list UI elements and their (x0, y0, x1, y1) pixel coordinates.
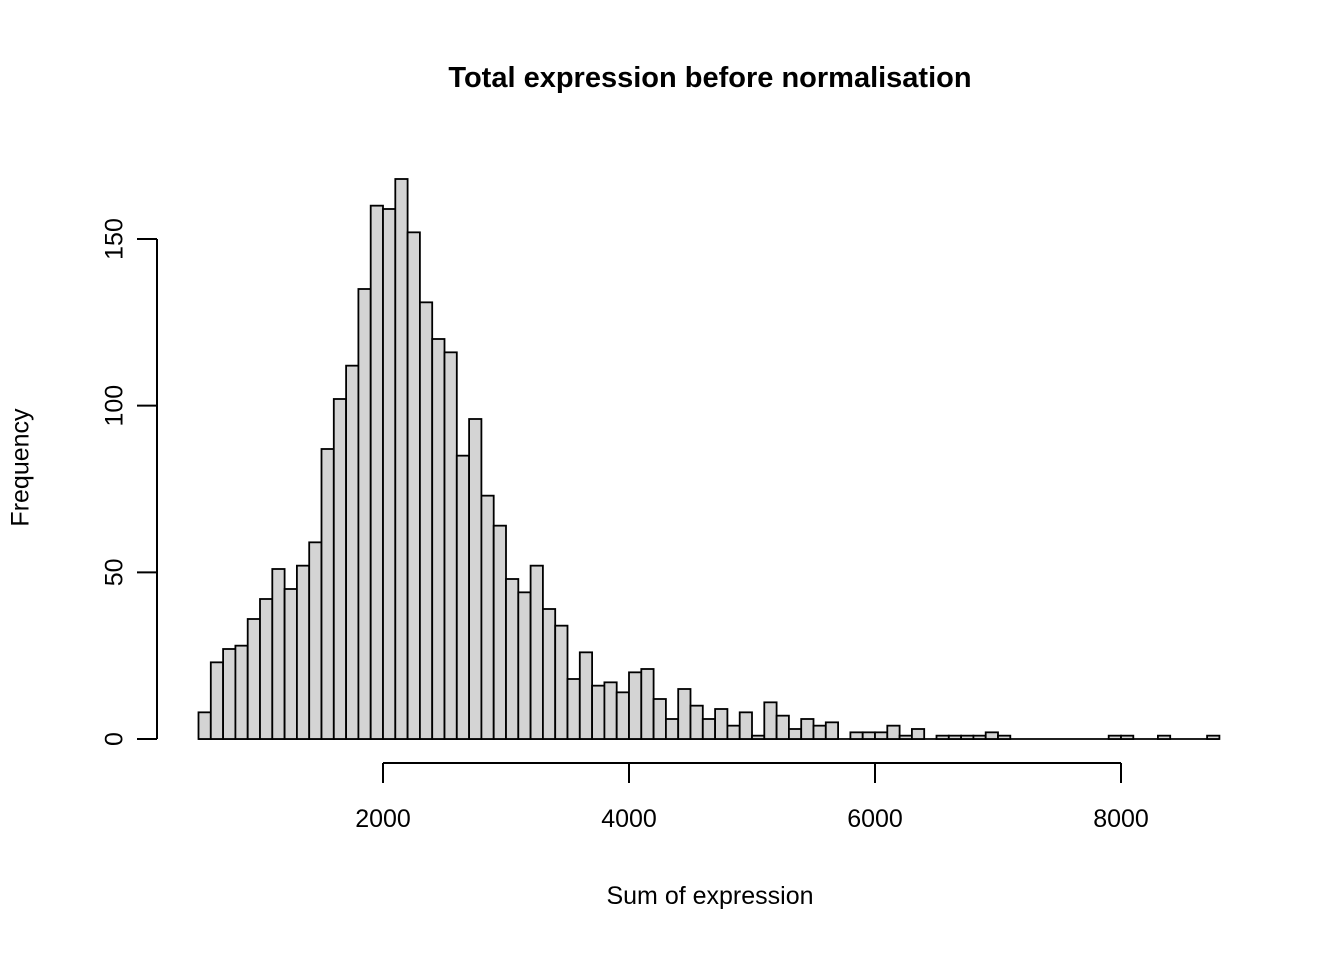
histogram-bar (394, 178, 409, 740)
histogram-bar (911, 728, 926, 740)
histogram-bar (935, 734, 950, 740)
histogram-bar (665, 718, 680, 740)
histogram-bar (222, 648, 237, 740)
histogram-bar (788, 728, 803, 740)
histogram-bar (861, 731, 876, 740)
histogram-bar (689, 704, 704, 740)
chart-title: Total expression before normalisation (448, 62, 972, 94)
histogram-bar (849, 731, 864, 740)
histogram-bar (615, 691, 630, 740)
y-axis-label: Frequency (6, 408, 35, 527)
histogram-bar (591, 684, 606, 740)
histogram-bar (517, 591, 532, 740)
x-axis-label: Sum of expression (606, 882, 814, 910)
histogram-bar (295, 564, 311, 740)
histogram-bar (1206, 734, 1221, 740)
histogram-bar (308, 541, 323, 740)
histogram-bar (197, 711, 212, 740)
histogram-bar (812, 724, 827, 740)
histogram-bar (345, 364, 360, 740)
x-tick-label: 8000 (1093, 805, 1149, 833)
histogram-bar (824, 721, 839, 740)
histogram-bar (566, 678, 581, 740)
histogram-bar (259, 598, 274, 740)
histogram-bar (320, 448, 335, 740)
histogram-bar (357, 288, 372, 740)
histogram-bar (234, 644, 249, 740)
histogram-bar (542, 608, 557, 740)
histogram-bar (886, 724, 901, 740)
histogram-bar (874, 731, 889, 740)
histogram-bar (283, 588, 298, 740)
histogram-bar (492, 524, 507, 740)
histogram-bar (480, 494, 495, 740)
histogram-bar (763, 701, 778, 740)
histogram-bar (984, 731, 999, 740)
histogram-bar (898, 734, 913, 740)
histogram-bar (775, 714, 790, 740)
histogram-bar (1107, 734, 1122, 740)
y-tick-label: 50 (101, 558, 129, 586)
histogram-bar (947, 734, 962, 740)
y-tick-label: 150 (101, 218, 129, 260)
histogram-bar (677, 688, 692, 740)
histogram-bar (369, 204, 384, 740)
histogram-bar (468, 418, 483, 740)
histogram-bar (209, 661, 225, 740)
histogram-bar (406, 231, 421, 740)
histogram-bar (800, 718, 815, 740)
histogram-bar (443, 351, 458, 740)
histogram-bar (603, 681, 618, 740)
histogram-bar (628, 671, 643, 740)
histogram-bar (1120, 734, 1135, 740)
histogram-bar (652, 698, 667, 740)
histogram-bar (701, 718, 716, 740)
y-tick-label: 100 (101, 385, 129, 427)
x-tick-label: 2000 (355, 805, 411, 833)
histogram-bar (1157, 734, 1172, 740)
histogram-bar (271, 568, 286, 740)
histogram-bar (960, 734, 975, 740)
histogram-bar (529, 564, 544, 740)
histogram-bar (455, 454, 470, 740)
histogram-bar (554, 624, 569, 740)
histogram-bar (972, 734, 987, 740)
histogram-bar (246, 618, 261, 740)
histogram-bar (332, 398, 347, 740)
histogram-bar (418, 301, 434, 740)
histogram-bar (505, 578, 520, 740)
histogram-bar (640, 668, 655, 740)
histogram-bar (714, 708, 729, 740)
histogram-bar (578, 651, 593, 740)
y-tick-label: 0 (101, 732, 129, 746)
histogram-bar (751, 734, 766, 740)
histogram-bar (997, 734, 1012, 740)
histogram-bar (382, 208, 397, 740)
x-tick-label: 4000 (601, 805, 657, 833)
histogram-bar (726, 724, 741, 740)
x-tick-label: 6000 (847, 805, 903, 833)
histogram-bar (431, 338, 446, 740)
histogram-bar (738, 711, 753, 740)
